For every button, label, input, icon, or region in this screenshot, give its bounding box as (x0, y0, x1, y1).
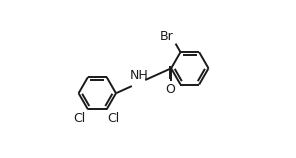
Text: O: O (165, 83, 175, 96)
Text: NH: NH (130, 69, 149, 82)
Text: Cl: Cl (73, 112, 86, 125)
Text: Br: Br (160, 30, 174, 43)
Text: Cl: Cl (107, 112, 120, 125)
